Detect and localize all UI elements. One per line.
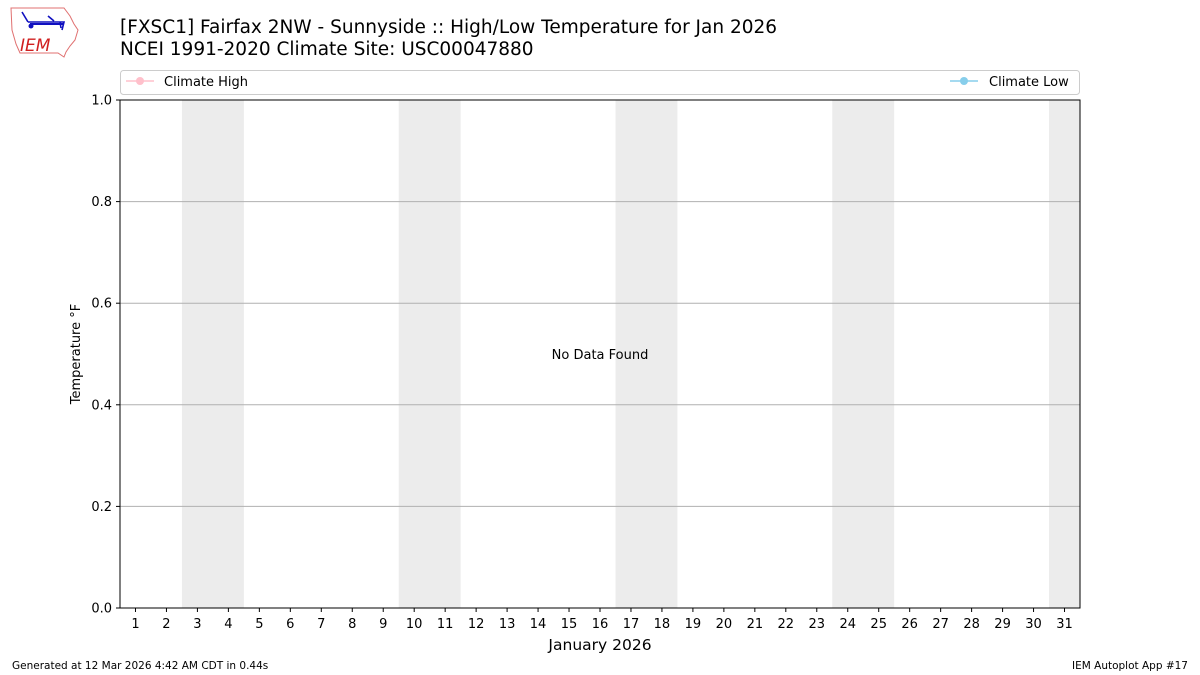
x-tick-label: 19: [685, 617, 702, 632]
x-tick-label: 15: [561, 617, 578, 632]
x-tick-label: 6: [286, 617, 294, 632]
y-tick-label: 1.0: [91, 94, 112, 109]
legend-climate-high-marker: [136, 77, 144, 85]
footer-app: IEM Autoplot App #17: [1072, 660, 1188, 672]
x-axis-label: January 2026: [547, 636, 651, 654]
x-tick-label: 27: [932, 617, 949, 632]
legend-climate-high-label: Climate High: [164, 75, 248, 90]
x-tick-label: 30: [1025, 617, 1042, 632]
iem-logo: IEM: [8, 6, 80, 62]
weekend-shade: [615, 100, 678, 608]
legend-climate-low-label: Climate Low: [989, 75, 1069, 90]
x-tick-label: 22: [778, 617, 795, 632]
x-tick-label: 10: [406, 617, 423, 632]
x-tick-label: 20: [716, 617, 733, 632]
legend-box: [120, 70, 1080, 95]
x-tick-label: 4: [224, 617, 232, 632]
x-tick-label: 9: [379, 617, 387, 632]
x-tick-label: 7: [317, 617, 325, 632]
legend-climate-low-marker: [960, 77, 968, 85]
chart-title: [FXSC1] Fairfax 2NW - Sunnyside :: High/…: [120, 17, 777, 61]
x-tick-label: 14: [530, 617, 547, 632]
no-data-annotation: No Data Found: [552, 348, 649, 363]
weekend-shade: [1049, 100, 1080, 608]
x-tick-label: 3: [193, 617, 201, 632]
y-tick-label: 0.0: [91, 602, 112, 617]
x-tick-label: 17: [623, 617, 640, 632]
svg-text:IEM: IEM: [20, 36, 51, 56]
x-tick-label: 21: [747, 617, 764, 632]
x-tick-label: 31: [1056, 617, 1073, 632]
title-line-2: NCEI 1991-2020 Climate Site: USC00047880: [120, 39, 534, 60]
x-tick-label: 16: [592, 617, 609, 632]
x-tick-label: 1: [131, 617, 139, 632]
weekend-shade: [832, 100, 895, 608]
y-axis-label: Temperature °F: [69, 304, 84, 405]
y-tick-label: 0.8: [91, 195, 112, 210]
x-tick-label: 28: [963, 617, 980, 632]
x-tick-label: 5: [255, 617, 263, 632]
y-tick-label: 0.4: [91, 398, 112, 413]
y-tick-label: 0.2: [91, 500, 112, 515]
weekend-shade: [398, 100, 461, 608]
x-tick-label: 26: [901, 617, 918, 632]
title-line-1: [FXSC1] Fairfax 2NW - Sunnyside :: High/…: [120, 17, 778, 38]
x-tick-label: 11: [437, 617, 454, 632]
x-tick-label: 2: [162, 617, 170, 632]
x-tick-label: 29: [994, 617, 1011, 632]
y-tick-label: 0.6: [91, 297, 112, 312]
x-tick-label: 13: [499, 617, 516, 632]
footer-generated: Generated at 12 Mar 2026 4:42 AM CDT in …: [12, 660, 269, 672]
x-tick-label: 12: [468, 617, 485, 632]
legend: Climate High Climate Low: [120, 70, 1080, 95]
x-tick-label: 23: [809, 617, 826, 632]
weekend-shade: [181, 100, 244, 608]
x-tick-label: 25: [870, 617, 887, 632]
x-tick-label: 18: [654, 617, 671, 632]
x-tick-label: 8: [348, 617, 356, 632]
x-tick-label: 24: [839, 617, 856, 632]
